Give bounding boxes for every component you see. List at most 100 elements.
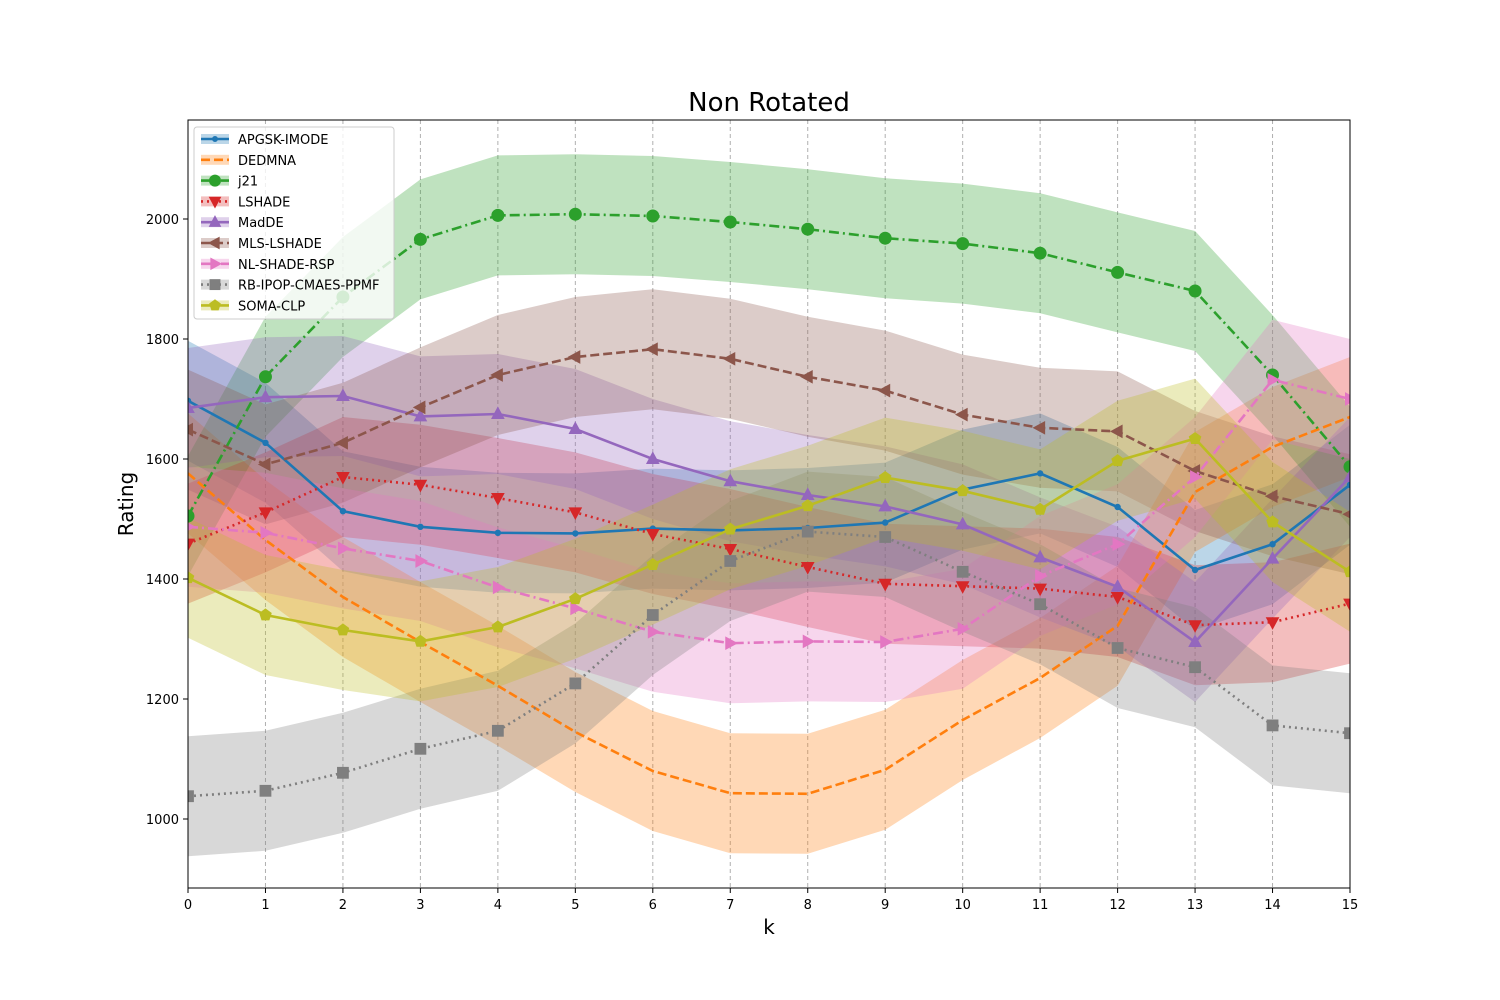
confidence-band: [188, 154, 1350, 576]
data-point: [645, 342, 658, 357]
data-point: [1033, 549, 1047, 563]
data-point: [1265, 550, 1280, 564]
data-point: [800, 562, 815, 575]
data-point: [413, 479, 428, 493]
data-point: [209, 299, 221, 311]
data-point: [209, 279, 221, 291]
data-point: [723, 522, 737, 535]
y-tick-label: 1000: [146, 813, 179, 828]
series-path: [188, 399, 1350, 572]
data-point: [570, 601, 583, 616]
data-point: [878, 578, 893, 592]
series-path: [188, 437, 1350, 643]
x-tick-label: 2: [339, 898, 347, 913]
data-point: [723, 473, 738, 487]
data-point: [802, 634, 816, 649]
data-point: [212, 136, 218, 142]
data-point: [1269, 541, 1276, 548]
data-point: [259, 608, 272, 621]
data-point: [1111, 265, 1125, 279]
data-point: [1188, 284, 1202, 298]
data-point: [336, 388, 350, 401]
data-point: [878, 231, 892, 245]
legend-entry: MLS-LSHADE: [201, 236, 322, 252]
data-point: [208, 215, 222, 227]
data-point: [491, 208, 505, 222]
data-point: [188, 571, 195, 584]
data-point: [188, 522, 196, 531]
data-point: [569, 677, 582, 690]
data-point: [1189, 661, 1201, 674]
series-line: [188, 388, 1350, 647]
data-point: [1343, 565, 1350, 578]
data-point: [258, 370, 272, 384]
data-point: [1110, 592, 1125, 605]
data-point: [1343, 469, 1350, 482]
x-tick-label: 1: [261, 898, 269, 913]
legend-entry: LSHADE: [201, 195, 290, 210]
data-point: [210, 257, 223, 271]
data-point: [645, 451, 660, 464]
data-point: [956, 237, 970, 251]
x-tick-label: 8: [804, 898, 812, 913]
data-point: [1111, 642, 1124, 654]
y-tick-label: 1600: [146, 453, 179, 468]
data-point: [1111, 454, 1124, 467]
data-point: [258, 507, 273, 521]
data-point: [188, 509, 195, 523]
series-line: [188, 431, 1350, 647]
x-tick-label: 4: [494, 898, 502, 913]
data-point: [1191, 566, 1199, 574]
data-point: [1112, 537, 1126, 552]
data-point: [878, 470, 892, 483]
data-point: [1266, 719, 1279, 732]
confidence-band: [188, 289, 1350, 575]
data-point: [412, 400, 426, 415]
x-tick-label: 9: [881, 898, 889, 913]
confidence-band: [188, 357, 1350, 854]
y-tick-label: 1200: [146, 693, 179, 708]
data-point: [336, 472, 350, 485]
legend-entry: j21: [201, 174, 258, 190]
data-point: [956, 484, 969, 497]
data-point: [335, 435, 348, 450]
data-point: [207, 236, 220, 250]
legend-label: MLS-LSHADE: [238, 237, 322, 252]
data-point: [877, 383, 891, 398]
data-point: [722, 351, 736, 366]
x-tick-label: 11: [1032, 898, 1049, 913]
legend: APGSK-IMODE DEDMNA j21 LSHADE MadDE MLS-LSHAD…: [193, 126, 395, 320]
data-point: [1110, 579, 1125, 592]
data-point: [491, 724, 504, 737]
series-path: [188, 475, 1350, 627]
data-point: [724, 555, 737, 567]
confidence-band: [188, 378, 1350, 702]
legend-box: [193, 126, 395, 320]
series-line: [188, 372, 1350, 651]
data-point: [337, 766, 349, 779]
data-point: [1190, 470, 1203, 484]
data-point: [1034, 598, 1047, 611]
data-point: [417, 523, 424, 530]
x-tick-label: 13: [1187, 898, 1204, 913]
x-tick-label: 7: [726, 898, 734, 913]
data-point: [880, 635, 893, 649]
legend-label: RB-IPOP-CMAES-PPMF: [238, 279, 380, 294]
data-point: [413, 408, 428, 422]
data-point: [646, 609, 659, 621]
data-point: [415, 554, 429, 568]
data-point: [208, 196, 222, 209]
data-point: [257, 457, 271, 472]
data-point: [414, 634, 427, 647]
data-point: [569, 592, 582, 605]
data-point: [1114, 503, 1121, 511]
data-point: [801, 222, 815, 236]
data-point: [1346, 481, 1350, 488]
data-point: [260, 525, 274, 540]
data-point: [1345, 392, 1350, 406]
data-point: [572, 530, 579, 537]
data-point: [568, 207, 582, 221]
data-point: [494, 529, 502, 536]
confidence-band: [188, 319, 1350, 704]
confidence-bands: [188, 154, 1350, 857]
